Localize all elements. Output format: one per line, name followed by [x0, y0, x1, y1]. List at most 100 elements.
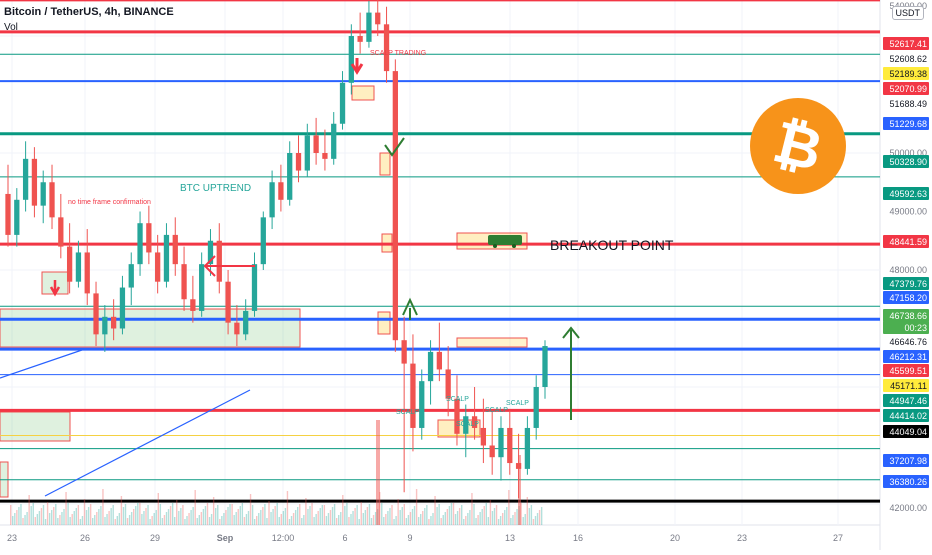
- volume-bar: [51, 510, 53, 525]
- volume-bar: [292, 513, 295, 525]
- volume-bar: [354, 508, 356, 525]
- candle-body: [225, 281, 231, 323]
- volume-bar: [208, 517, 211, 525]
- candle-body: [533, 387, 539, 428]
- candle-body: [181, 264, 187, 300]
- volume-bar: [458, 508, 461, 525]
- volume-bar: [415, 489, 418, 525]
- volume-bar: [89, 504, 92, 525]
- down-arrow-marker: [350, 58, 364, 75]
- volume-bar: [223, 513, 225, 525]
- volume-bar: [145, 508, 147, 525]
- price-tag: [883, 97, 929, 110]
- volume-bar: [434, 496, 436, 525]
- volume-bar: [452, 503, 455, 525]
- candle-body: [216, 240, 222, 282]
- currency-badge[interactable]: USDT: [891, 6, 924, 20]
- volume-bar: [26, 512, 28, 525]
- price-tag: [883, 454, 929, 467]
- volume-bar: [153, 513, 155, 525]
- candle-body: [392, 71, 398, 341]
- candle-body: [322, 153, 328, 159]
- volume-bar: [335, 518, 338, 525]
- volume-bar: [473, 504, 475, 525]
- volume-bar: [63, 509, 65, 525]
- volume-bar: [530, 505, 533, 525]
- volume-bar: [333, 504, 336, 525]
- volume-bar: [243, 517, 246, 525]
- price-tag-label: 52608.62: [889, 54, 927, 64]
- volume-bar: [159, 504, 162, 525]
- time-axis-tick: 26: [80, 533, 90, 543]
- volume-bar: [120, 496, 123, 525]
- volume-bar: [426, 505, 428, 525]
- candle-body: [260, 217, 266, 265]
- volume-bar: [92, 518, 94, 525]
- candle-body: [251, 264, 258, 311]
- volume-bar: [276, 503, 278, 525]
- annotation-no-confirmation: no time frame confirmation: [68, 199, 151, 206]
- volume-bar: [422, 511, 424, 525]
- volume-bar: [290, 516, 293, 525]
- volume-label: Vol: [4, 22, 18, 33]
- time-axis-tick: 20: [670, 533, 680, 543]
- volume-bar: [397, 499, 399, 525]
- volume-bar: [163, 515, 166, 525]
- volume-bar: [253, 519, 256, 525]
- volume-bar: [147, 505, 149, 525]
- candle-body: [287, 153, 293, 200]
- volume-bar: [260, 510, 262, 525]
- price-tag-label: 45171.11: [890, 381, 927, 391]
- volume-bar: [36, 514, 39, 525]
- candle-body: [515, 463, 522, 469]
- candle-body: [110, 316, 117, 329]
- volume-bar: [116, 516, 118, 525]
- volume-bar: [360, 502, 362, 525]
- volume-bar: [436, 507, 438, 525]
- candle-body: [75, 252, 82, 282]
- volume-bar: [169, 506, 172, 525]
- price-tag: [883, 155, 929, 168]
- volume-bar: [319, 508, 321, 525]
- volume-bar: [282, 511, 285, 525]
- candle-body: [207, 240, 214, 265]
- price-tag-label: 51688.49: [889, 99, 927, 109]
- demand-zone-box: [0, 308, 301, 348]
- volume-bar: [442, 515, 444, 525]
- price-tag-label: 44947.46: [889, 396, 927, 406]
- volume-bar: [280, 514, 282, 525]
- volume-bar: [526, 497, 528, 525]
- price-tag: [883, 82, 929, 95]
- candle-body: [243, 310, 249, 335]
- candle-body: [383, 24, 390, 72]
- candle-body: [357, 36, 363, 42]
- candle-body: [304, 135, 310, 171]
- down-arrow-marker: [49, 280, 61, 297]
- volume-bar: [323, 505, 326, 525]
- volume-bar: [12, 516, 14, 525]
- volume-bar: [467, 513, 469, 525]
- volume-bar: [106, 514, 108, 525]
- volume-bar: [171, 503, 174, 525]
- volume-bar: [124, 504, 127, 525]
- time-axis-tick: 23: [7, 533, 17, 543]
- volume-bar: [506, 507, 508, 525]
- volume-bar: [268, 501, 270, 525]
- price-tag-label: 51229.68: [889, 119, 927, 129]
- volume-bar: [512, 515, 514, 525]
- volume-bar: [284, 508, 287, 525]
- volume-bar: [237, 509, 239, 525]
- volume-bar: [87, 507, 90, 525]
- volume-bar: [57, 518, 59, 525]
- volume-bar: [24, 515, 26, 525]
- candle-body: [348, 36, 354, 83]
- volume-bar: [59, 515, 61, 525]
- price-tag-label: 50328.90: [889, 157, 927, 167]
- candle-body: [269, 182, 275, 218]
- volume-bar: [256, 516, 258, 525]
- volume-bar: [288, 519, 291, 525]
- candle-body: [190, 299, 196, 311]
- price-tag: [883, 187, 929, 200]
- volume-bar: [229, 504, 231, 525]
- time-axis-tick: 6: [342, 533, 347, 543]
